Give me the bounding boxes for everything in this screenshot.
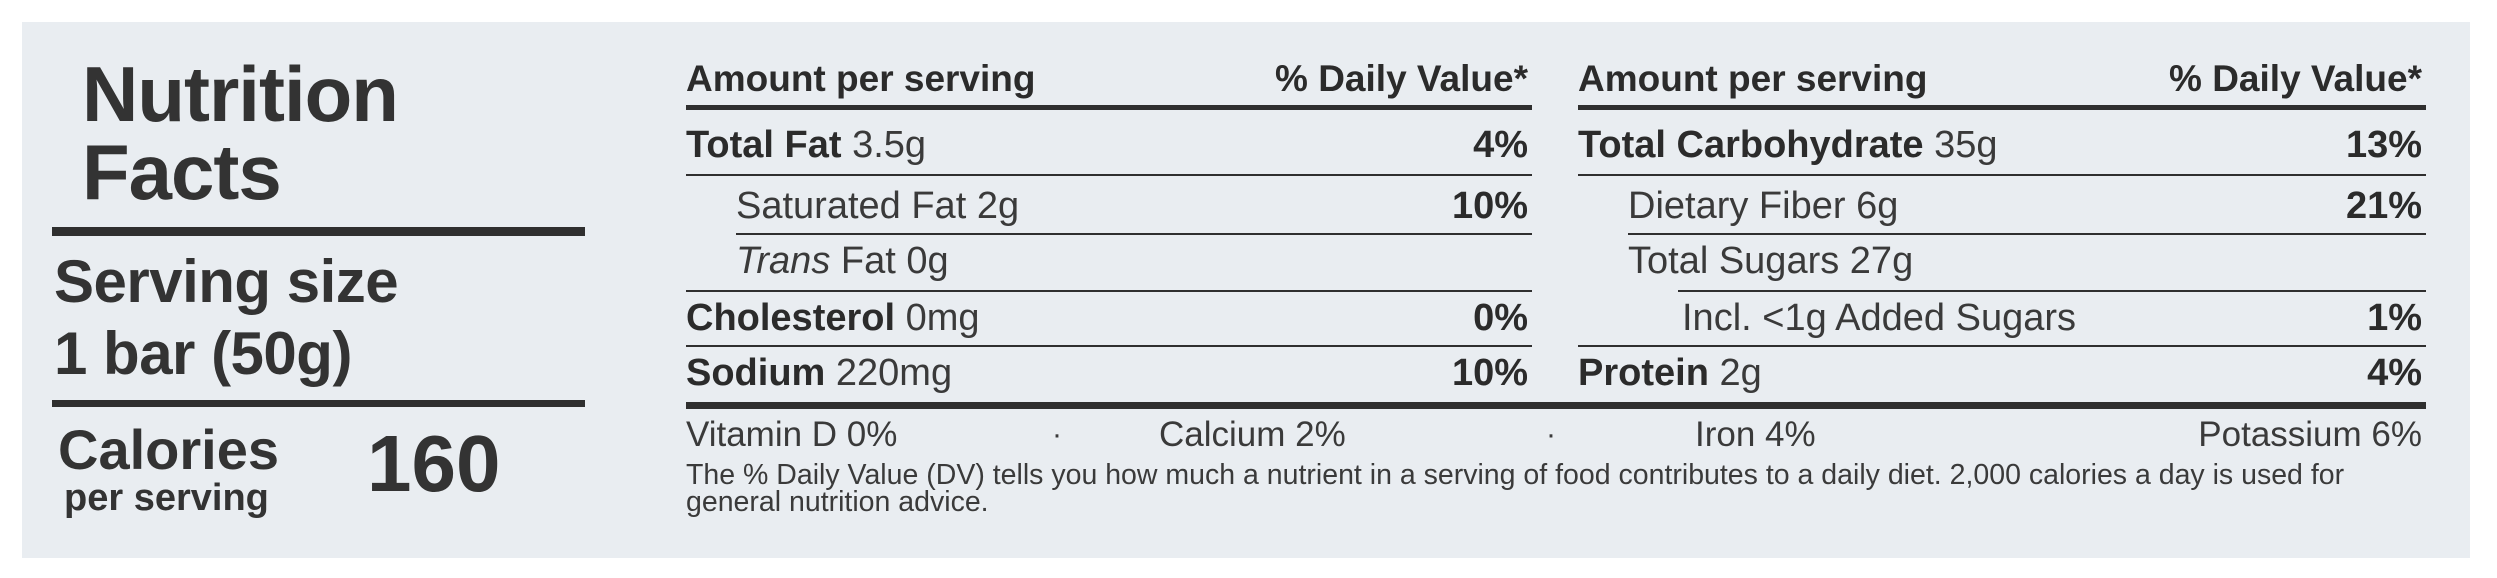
vitamins-rule [686,402,2426,409]
left-header-rule [686,105,1532,110]
row-divider [1578,345,2426,347]
dv-total-fat: 4% [1473,124,1528,166]
dv-sodium: 10% [1451,352,1528,394]
right-header-dv: % Daily Value* [2169,58,2422,99]
row-divider [1628,233,2426,235]
dv-protein: 4% [2367,352,2422,394]
nutrient-name: Sodium [686,352,826,394]
serving-size-label: Serving size [54,248,399,315]
dv-dietary-fiber: 21% [2345,185,2422,227]
title-line2: Facts [82,128,282,216]
nutrient-name: Total Sugars [1628,240,1840,282]
nutrient-row-sodium: Sodium 220mg [686,352,952,394]
separator-dot: · [1546,418,1556,451]
per-serving-label: per serving [64,477,269,519]
nutrient-name: Protein [1578,352,1709,394]
title-line1: Nutrition [82,50,399,138]
potassium: Potassium 6% [2198,415,2422,454]
separator-dot: · [1052,418,1062,451]
left-header-dv: % Daily Value* [1275,58,1528,99]
row-divider [686,345,1532,347]
dv-added-sugars: 1% [2367,297,2422,339]
right-header-rule [1578,105,2426,110]
left-header-amount: Amount per serving [686,58,1036,99]
nutrient-amount: 2g [1719,352,1762,394]
right-header-amount: Amount per serving [1578,58,1928,99]
nutrient-name: Saturated Fat [736,185,967,227]
calories-value: 160 [367,419,501,508]
nutrient-amount: 0g [906,240,949,282]
serving-size-value: 1 bar (50g) [54,320,352,387]
iron: Iron 4% [1695,415,1816,454]
nutrition-facts-panel: Nutrition Facts Serving size 1 bar (50g)… [22,22,2470,558]
nutrient-amount: 6g [1856,185,1899,227]
nutrient-row-total-fat: Total Fat 3.5g [686,124,926,166]
footnote: The % Daily Value (DV) tells you how muc… [686,459,2345,518]
row-divider [1678,290,2426,292]
dv-cholesterol: 0% [1473,297,1528,339]
nutrient-amount: 2g [976,185,1020,227]
row-divider [1578,174,2426,176]
nutrient-name: Cholesterol [686,297,896,339]
calcium: Calcium 2% [1159,415,1346,454]
nutrient-name: Fat [840,240,896,282]
dv-total-carbohydrate: 13% [2345,124,2422,166]
nutrient-name: Dietary Fiber [1628,185,1846,227]
nutrient-name-italic: Trans [736,240,831,282]
row-divider [686,174,1532,176]
nutrient-amount: 35g [1934,124,1998,166]
nutrient-row-protein: Protein 2g [1578,352,1762,394]
nutrient-name: Incl. <1g Added Sugars [1682,297,2077,339]
row-divider [686,290,1532,292]
nutrient-amount: 27g [1849,240,1914,282]
title-divider [52,227,585,236]
nutrient-name: Total Carbohydrate [1578,124,1924,166]
nutrient-row-added-sugars: Incl. <1g Added Sugars [1682,297,2076,339]
dv-saturated-fat: 10% [1451,185,1528,227]
nutrient-row-total-sugars: Total Sugars 27g [1628,240,1913,282]
nutrient-name: Total Fat [686,124,842,166]
nutrient-amount: 0mg [905,297,980,339]
serving-divider [52,400,585,407]
nutrient-row-cholesterol: Cholesterol 0mg [686,297,980,339]
nutrient-row-dietary-fiber: Dietary Fiber 6g [1628,185,1898,227]
nutrient-row-total-carbohydrate: Total Carbohydrate 35g [1578,124,1998,166]
calories-label: Calories [58,418,279,481]
vitamin-d: Vitamin D 0% [686,415,898,454]
nutrient-row-trans-fat: Trans Fat 0g [736,240,949,282]
nutrient-row-saturated-fat: Saturated Fat 2g [736,185,1019,227]
row-divider [736,233,1532,235]
nutrient-amount: 220mg [835,352,953,394]
nutrient-amount: 3.5g [852,124,927,166]
